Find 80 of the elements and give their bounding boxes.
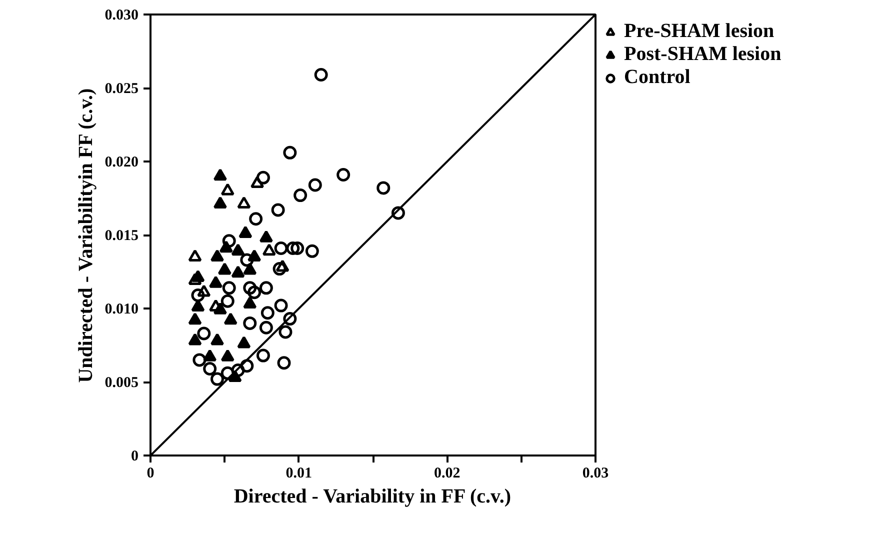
- point: [188, 312, 202, 325]
- point: [271, 203, 285, 217]
- point: [210, 249, 224, 262]
- point: [238, 226, 252, 238]
- point: [314, 68, 328, 82]
- point: [237, 196, 251, 209]
- y-tick-label: 0.005: [104, 375, 138, 391]
- point: [191, 288, 205, 302]
- point: [278, 325, 292, 339]
- legend-label: Control: [624, 66, 690, 89]
- point: [203, 362, 217, 376]
- point: [243, 316, 257, 330]
- x-tick-label: 0.03: [582, 466, 609, 482]
- point: [188, 249, 202, 262]
- y-tick-label: 0.020: [104, 154, 138, 170]
- y-tick-label: 0.030: [104, 8, 138, 24]
- point: [218, 262, 232, 275]
- point: [192, 353, 206, 367]
- y-tick-label: 0.010: [104, 302, 138, 318]
- point: [250, 176, 264, 188]
- point: [274, 298, 288, 312]
- point: [209, 276, 223, 288]
- point: [197, 326, 211, 340]
- x-axis-title: Directed - Variability in FF (c.v.): [234, 486, 512, 508]
- legend-label: Pre-SHAM lesion: [624, 20, 774, 43]
- point: [213, 196, 227, 209]
- point: [262, 244, 276, 256]
- point: [260, 306, 274, 320]
- point: [213, 168, 227, 181]
- point: [203, 349, 217, 362]
- point: [249, 212, 263, 226]
- point: [259, 320, 273, 334]
- point: [294, 188, 308, 202]
- point: [231, 244, 245, 256]
- y-tick-label: 0: [131, 448, 138, 464]
- point: [213, 302, 227, 314]
- point: [191, 270, 205, 282]
- point: [272, 262, 286, 276]
- point: [243, 281, 257, 295]
- point: [231, 364, 245, 377]
- point: [248, 286, 262, 300]
- point: [277, 356, 291, 370]
- point: [188, 272, 202, 285]
- x-tick-label: 0: [146, 466, 154, 482]
- point: [220, 349, 234, 362]
- point: [210, 372, 224, 386]
- point: [276, 260, 290, 272]
- point: [220, 294, 234, 308]
- legend-label: Post-SHAM lesion: [624, 43, 782, 66]
- point: [197, 284, 211, 297]
- x-tick-label: 0.01: [286, 466, 312, 482]
- point: [188, 333, 202, 346]
- point: [308, 178, 322, 192]
- point: [391, 206, 405, 220]
- point: [283, 146, 297, 160]
- point: [256, 170, 270, 184]
- point: [274, 241, 288, 255]
- x-tick-label: 0.02: [434, 466, 460, 482]
- point: [305, 244, 319, 258]
- point: [222, 234, 236, 248]
- point: [220, 366, 234, 380]
- y-tick-label: 0.025: [104, 81, 138, 97]
- point: [243, 262, 257, 275]
- point: [220, 183, 234, 196]
- point: [283, 312, 297, 326]
- point: [240, 253, 254, 267]
- point: [243, 296, 257, 309]
- point: [259, 281, 273, 295]
- y-axis-title: Undirected - Variabilityin FF (c.v.): [74, 88, 97, 383]
- point: [240, 359, 254, 373]
- point: [336, 168, 350, 182]
- point: [256, 348, 270, 362]
- point: [259, 230, 273, 242]
- point: [222, 281, 236, 295]
- y-tick-label: 0.015: [104, 228, 138, 244]
- point: [376, 181, 390, 195]
- point: [237, 336, 251, 348]
- point: [224, 312, 238, 325]
- point: [210, 333, 224, 346]
- point: [231, 266, 245, 278]
